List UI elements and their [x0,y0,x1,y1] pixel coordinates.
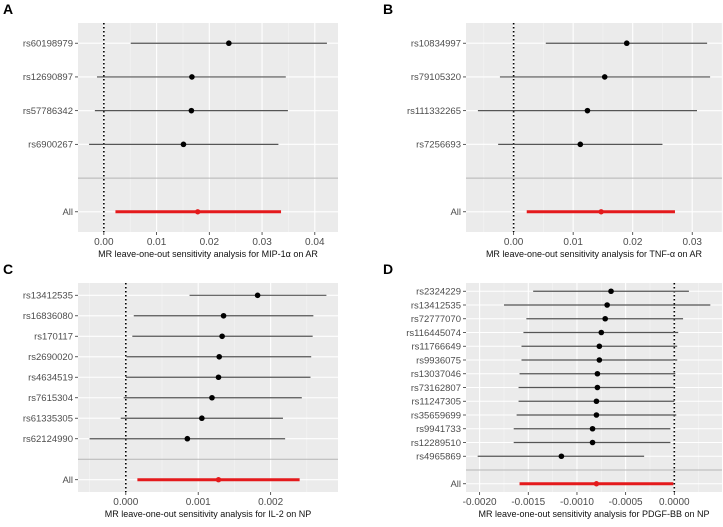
x-axis-label: MR leave-one-out sensitivity analysis fo… [105,509,312,519]
panel-a: 0.00 0.01 0.02 0.03 0.04 rs60198979 rs12690897… [3,1,338,259]
panel-background [466,23,722,232]
x-tick-label: 0.0000 [659,497,690,508]
snp-label: rs16836080 [23,311,73,322]
overall-label: All [450,207,461,218]
snp-label: rs60198979 [23,39,73,50]
snp-label: rs35659699 [411,410,461,421]
snp-point [594,384,601,391]
panel-background [78,23,338,232]
snp-point [215,374,222,381]
overall-label: All [450,479,461,490]
x-tick-label: -0.0010 [560,497,594,508]
snp-label: rs11766649 [412,342,461,353]
x-tick-label: 0.00 [504,237,524,248]
snp-point [623,40,630,47]
x-axis-label: MR leave-one-out sensitivity analysis fo… [486,249,703,259]
snp-point [589,439,596,446]
panel-label: B [383,1,393,17]
snp-label: rs72777070 [411,314,461,325]
snp-label: rs170117 [34,332,73,343]
snp-point [226,40,232,47]
overall-label: All [62,475,73,486]
snp-point [596,357,603,363]
overall-point [598,209,604,215]
snp-label: rs9936075 [416,355,461,366]
snp-point [558,453,565,460]
snp-point [594,370,601,377]
snp-label: rs73162807 [411,383,461,394]
x-axis-label: MR leave-one-out sensitivity analysis fo… [98,249,318,259]
snp-label: rs7615304 [28,393,73,404]
snp-label: rs6900267 [28,140,73,151]
x-tick-label: 0.03 [682,237,702,248]
snp-label: rs61335305 [23,414,73,425]
snp-point [220,312,227,319]
x-axis-label: MR leave-one-out sensitivity analysis fo… [478,509,709,519]
snp-point [596,343,603,350]
snp-label: rs13412535 [23,291,73,302]
snp-label: rs79105320 [411,72,461,83]
snp-label: rs111332265 [407,106,461,117]
snp-point [608,288,614,295]
x-tick-label: 0.04 [305,237,325,248]
snp-point [601,74,608,80]
x-tick-label: 0.02 [200,237,220,248]
snp-point [219,333,225,340]
panel-label: A [3,1,13,17]
x-tick-label: 0.002 [258,497,283,508]
snp-label: rs13412535 [411,300,461,311]
x-tick-label: 0.03 [252,237,272,248]
snp-point [180,141,187,148]
overall-point [215,477,222,483]
overall-label: All [62,207,73,218]
x-tick-label: 0.01 [563,237,583,248]
snp-label: rs7256693 [416,140,461,151]
panel-label: C [3,261,13,277]
x-tick-label: -0.0015 [511,497,545,508]
snp-label: rs4965869 [416,452,461,463]
snp-label: rs13037046 [411,369,461,380]
snp-label: rs4634519 [28,373,73,384]
snp-point [209,394,215,401]
snp-point [188,107,195,114]
x-tick-label: -0.0020 [463,497,497,508]
snp-label: rs62124990 [23,434,73,445]
snp-point [184,435,191,442]
snp-label: rs12690897 [23,72,73,83]
snp-point [598,329,605,336]
snp-point [189,74,195,80]
panel-d: -0.0020 -0.0015 -0.0010 -0.0005 0.0000 rs2324… [383,261,722,519]
snp-label: rs57786342 [23,106,73,117]
snp-point [199,415,205,422]
overall-point [593,481,600,487]
snp-point [584,107,591,114]
panel-c: 0.000 0.001 0.002 rs13412535 rs16836080 rs170… [3,261,338,519]
snp-point [593,398,600,405]
x-tick-label: 0.02 [623,237,643,248]
panel-b: 0.00 0.01 0.02 0.03 rs10834997 rs79105320 rs11… [383,1,723,259]
snp-point [602,315,608,322]
snp-point [593,412,600,418]
snp-label: rs12289510 [411,438,461,449]
panel-background [78,283,338,492]
x-tick-label: 0.000 [113,497,138,508]
snp-point [589,425,596,432]
snp-label: rs2690020 [28,352,73,363]
x-tick-label: 0.01 [147,237,167,248]
panel-label: D [383,261,393,277]
snp-label: rs10834997 [411,39,461,50]
snp-point [604,302,610,308]
snp-label: rs9941733 [416,424,461,435]
snp-label: rs116445074 [406,328,461,339]
x-tick-label: 0.00 [94,237,114,248]
x-tick-label: 0.001 [186,497,211,508]
overall-point [195,209,201,215]
snp-label: rs11247305 [412,397,461,408]
snp-label: rs2324229 [416,287,461,298]
snp-point [577,141,584,148]
snp-point [216,353,223,360]
x-tick-label: -0.0005 [609,497,643,508]
snp-point [254,292,261,299]
